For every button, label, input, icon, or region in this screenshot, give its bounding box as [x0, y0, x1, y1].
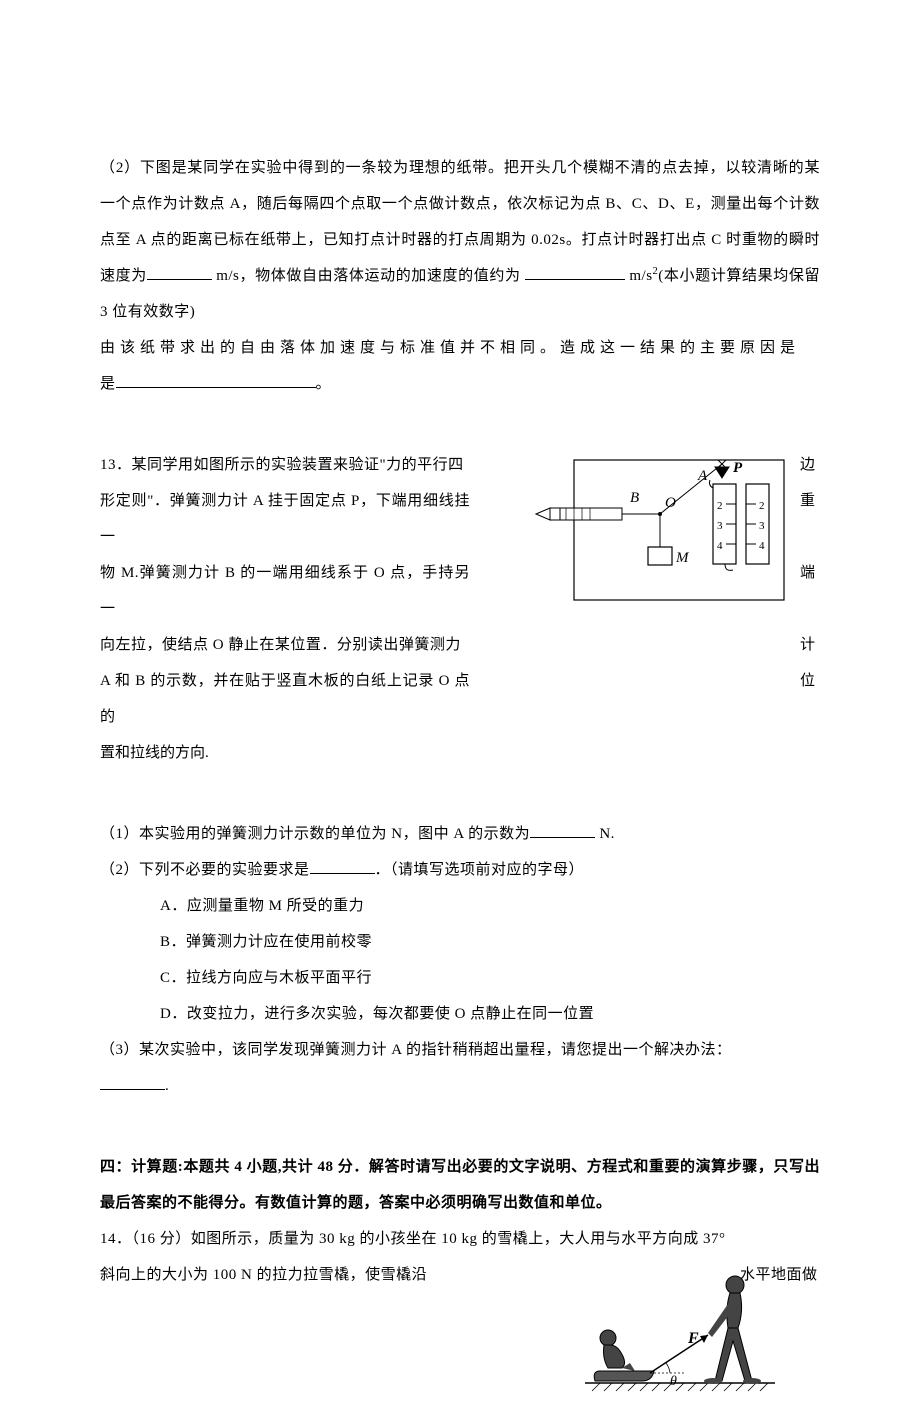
- q13-r1: 边: [800, 447, 820, 483]
- spring-b-handle: [550, 508, 560, 520]
- q12-unit1: m/s，物体做自由落体运动的加速度的值约为: [212, 268, 525, 284]
- q13-l2: 形定则"．弹簧测力计 A 挂于固定点 P，下端用细线挂一: [100, 483, 470, 555]
- q13-l5: A 和 B 的示数，并在贴于竖直木板的白纸上记录 O 点的: [100, 663, 470, 735]
- spring-diagram-svg: B O A P: [530, 452, 790, 612]
- q12-period: 。: [316, 376, 332, 392]
- blank-option: [310, 858, 375, 875]
- q13-sub3-blank-line: .: [100, 1068, 820, 1104]
- angle-arc: [666, 1363, 670, 1373]
- section-four: 四：计算题:本题共 4 小题,共计 48 分．解答时请写出必要的文字说明、方程式…: [100, 1149, 820, 1293]
- q13-r5: 位: [800, 663, 820, 735]
- scale-2b: 2: [759, 500, 765, 512]
- point-p-group: P: [715, 460, 743, 478]
- force-line: [650, 1335, 708, 1373]
- scale-3b: 3: [759, 520, 765, 532]
- q13-l3: 物 M.弹簧测力计 B 的一端用细线系于 O 点，手持另一: [100, 555, 470, 627]
- hand-icon: [536, 508, 550, 520]
- q12-unit2: m/s: [625, 268, 653, 284]
- q13-l1: 13．某同学用如图所示的实验装置来验证"力的平行四: [100, 447, 470, 483]
- blank-velocity: [147, 264, 212, 281]
- spring-b-body: [560, 508, 622, 520]
- q13-r3: 端: [800, 555, 820, 627]
- q13-optA: A．应测量重物 M 所受的重力: [100, 888, 820, 924]
- sled-diagram: F θ: [580, 1263, 780, 1403]
- q13-sub2-a: （2）下列不必要的实验要求是: [100, 862, 310, 878]
- q12-spaced-text: 由该纸带求出的自由落体加速度与标准值并不相同。造成这一结果的主要原因是: [100, 340, 800, 356]
- q13-sub2: （2）下列不必要的实验要求是 ．（请填写选项前对应的字母）: [100, 852, 820, 888]
- sled-svg: F θ: [580, 1263, 780, 1403]
- label-f: F: [687, 1330, 699, 1347]
- label-p: P: [733, 460, 743, 476]
- sled-body: [594, 1371, 654, 1381]
- q13-r4: 计: [800, 627, 820, 663]
- scale-2a: 2: [717, 500, 723, 512]
- child-figure: [600, 1330, 635, 1371]
- blank-accel: [525, 264, 625, 281]
- q12-shi: 是: [100, 376, 116, 392]
- scale-4a: 4: [717, 540, 723, 552]
- blank-solution: [100, 1074, 165, 1091]
- weight-m-box: [648, 547, 672, 565]
- label-m: M: [675, 550, 690, 566]
- q13-wrapper: B O A P: [100, 447, 820, 1104]
- q13-sub2-b: ．（请填写选项前对应的字母）: [375, 862, 585, 878]
- q12-reason-line: 是。: [100, 366, 820, 402]
- scale-4b: 4: [759, 540, 765, 552]
- label-a: A: [697, 468, 708, 484]
- scale-3a: 3: [717, 520, 723, 532]
- q13-sub3: （3）某次实验中，该同学发现弹簧测力计 A 的指针稍稍超出量程，请您提出一个解决…: [100, 1032, 820, 1068]
- q13-sub1: （1）本实验用的弹簧测力计示数的单位为 N，图中 A 的示数为 N.: [100, 816, 820, 852]
- q13-l6: 置和拉线的方向.: [100, 735, 820, 771]
- blank-reading: [530, 822, 595, 839]
- label-theta: θ: [670, 1374, 677, 1389]
- adult-figure: [704, 1276, 761, 1384]
- q13-sub1-b: N.: [595, 826, 615, 842]
- q13-optB: B．弹簧测力计应在使用前校零: [100, 924, 820, 960]
- q13-sub1-a: （1）本实验用的弹簧测力计示数的单位为 N，图中 A 的示数为: [100, 826, 530, 842]
- q12-part2: （2）下图是某同学在实验中得到的一条较为理想的纸带。把开头几个模糊不清的点去掉，…: [100, 150, 820, 330]
- q13-subquestions: （1）本实验用的弹簧测力计示数的单位为 N，图中 A 的示数为 N. （2）下列…: [100, 816, 820, 1104]
- spring-a-scale: 2 3 4 2 3 4: [709, 480, 769, 570]
- force-diagram: B O A P: [530, 452, 790, 612]
- q14-line1: 14．（16 分）如图所示，质量为 30 kg 的小孩坐在 10 kg 的雪橇上…: [100, 1221, 820, 1257]
- q14-wrapper: 14．（16 分）如图所示，质量为 30 kg 的小孩坐在 10 kg 的雪橇上…: [100, 1221, 820, 1293]
- label-b: B: [630, 490, 639, 506]
- blank-reason: [116, 372, 316, 389]
- q13-sub3-tail: .: [165, 1078, 169, 1094]
- q13-r2: 重: [800, 483, 820, 555]
- q13-optD: D．改变拉力，进行多次实验，每次都要使 O 点静止在同一位置: [100, 996, 820, 1032]
- section4-heading: 四：计算题:本题共 4 小题,共计 48 分．解答时请写出必要的文字说明、方程式…: [100, 1149, 820, 1221]
- q12-spaced: 由该纸带求出的自由落体加速度与标准值并不相同。造成这一结果的主要原因是: [100, 330, 820, 366]
- q13-l4: 向左拉，使结点 O 静止在某位置．分别读出弹簧测力: [100, 627, 470, 663]
- q14-l2-left: 斜向上的大小为 100 N 的拉力拉雪橇，使雪橇沿: [100, 1257, 510, 1293]
- spring-b-group: B: [536, 490, 660, 520]
- p-hook-icon: [715, 467, 729, 478]
- q13-optC: C．拉线方向应与木板平面平行: [100, 960, 820, 996]
